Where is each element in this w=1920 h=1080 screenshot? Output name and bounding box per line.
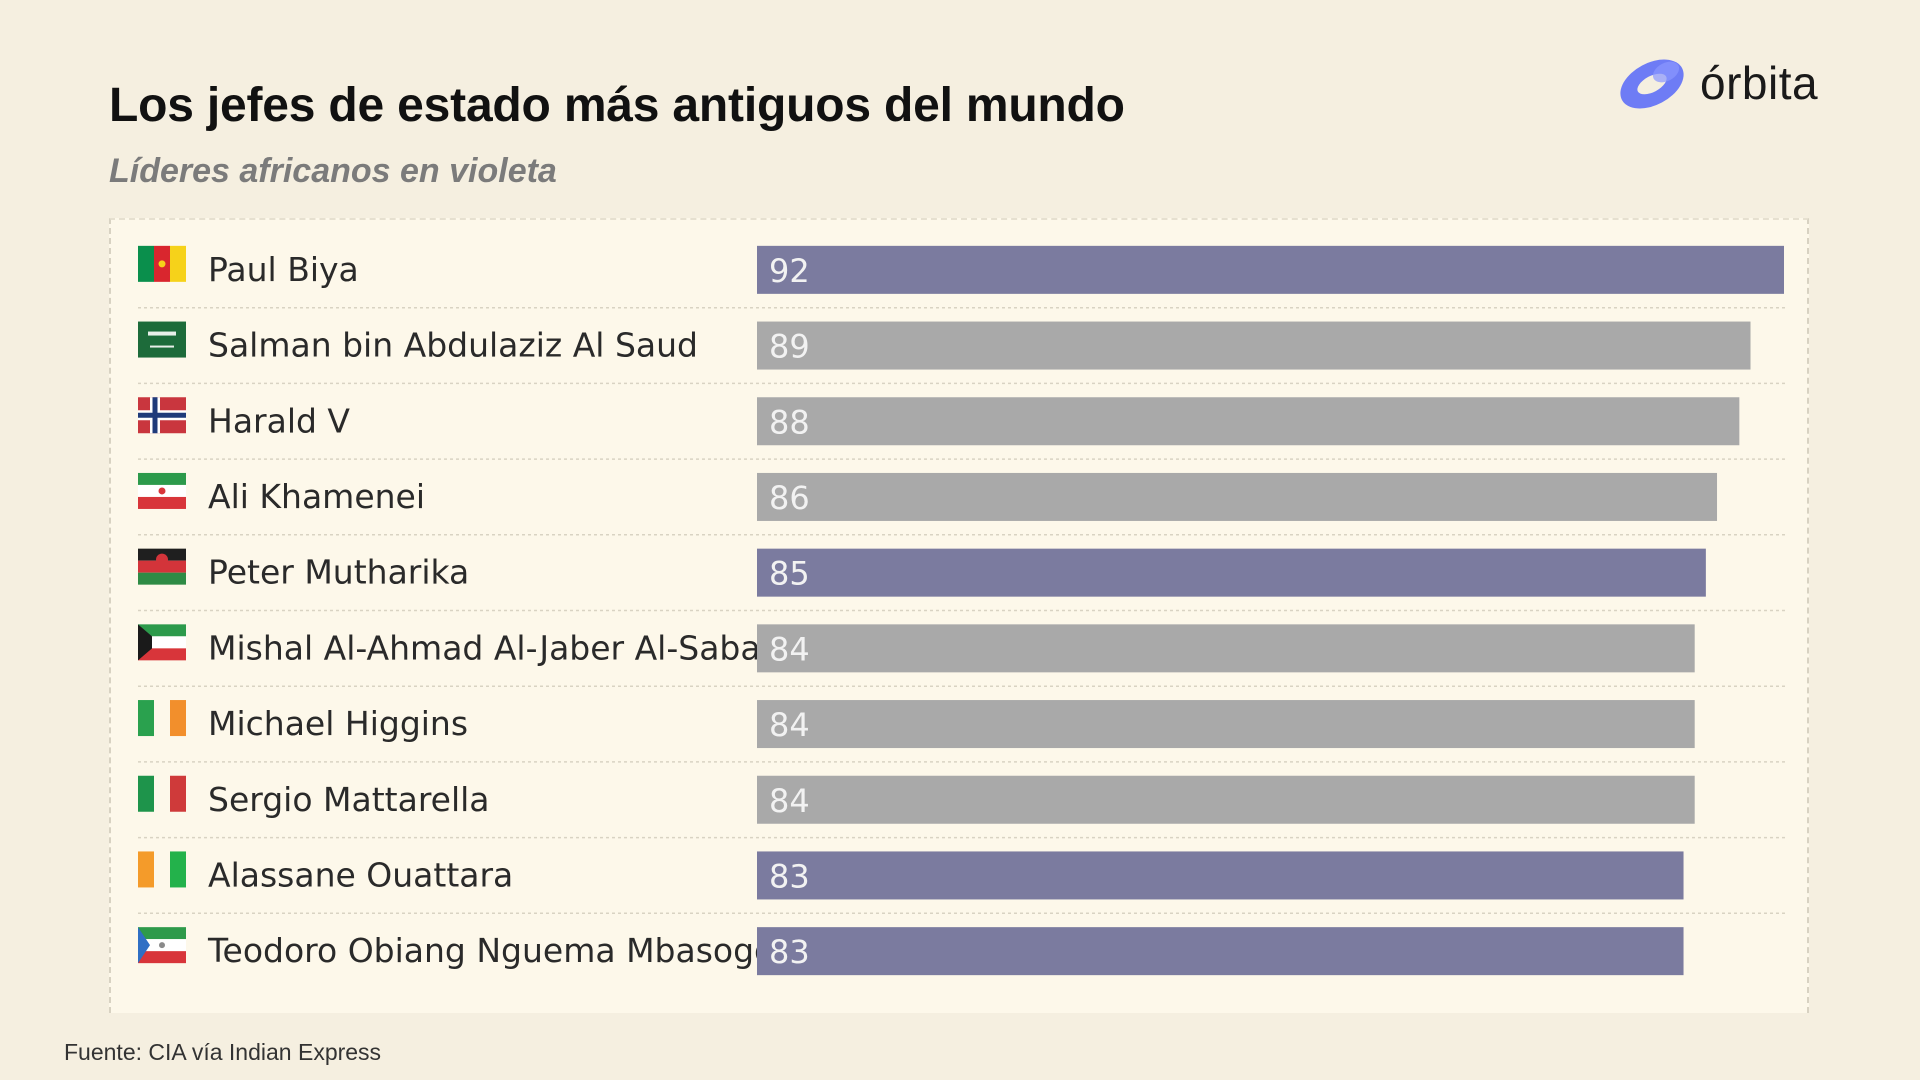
chart-row: Paul Biya 92 (138, 245, 1786, 309)
ireland-flag-icon (138, 700, 186, 737)
bar (757, 548, 1706, 597)
category-label: Paul Biya (208, 250, 359, 289)
cameroon-flag-icon (138, 245, 186, 282)
chart-panel: Paul Biya 92 Salman bin Abdulaziz Al Saud 8… (109, 218, 1809, 1013)
chart-row: Harald V 88 (138, 397, 1786, 460)
malawi-flag-icon (138, 548, 186, 585)
bar (757, 245, 1784, 294)
category-label: Mishal Al-Ahmad Al-Jaber Al-Sabah (208, 628, 782, 667)
category-label: Ali Khamenei (208, 477, 425, 516)
bar (757, 775, 1695, 824)
bar (757, 851, 1684, 900)
value-label: 84 (769, 706, 810, 744)
ivory-coast-flag-icon (138, 851, 186, 888)
brand-logo[interactable]: órbita (1614, 50, 1846, 118)
category-label: Michael Higgins (208, 704, 468, 743)
value-label: 86 (769, 479, 810, 517)
bar (757, 397, 1740, 446)
page-title: Los jefes de estado más antiguos del mun… (109, 79, 1125, 132)
orbit-logo-icon (1620, 59, 1684, 109)
value-label: 84 (769, 782, 810, 820)
category-label: Teodoro Obiang Nguema Mbasogo (207, 931, 774, 970)
value-label: 84 (769, 630, 810, 668)
chart-row: Salman bin Abdulaziz Al Saud 89 (138, 321, 1786, 385)
bar (757, 472, 1718, 521)
value-label: 83 (769, 857, 810, 895)
equatorial-guinea-flag-icon (138, 927, 186, 964)
value-label: 89 (769, 328, 810, 366)
chart-row: Ali Khamenei 86 (138, 472, 1786, 536)
source-note: Fuente: CIA vía Indian Express (64, 1039, 382, 1065)
saudi-arabia-flag-icon (138, 321, 186, 358)
chart-row: Alassane Ouattara 83 (138, 851, 1786, 915)
bar (757, 927, 1684, 976)
category-label: Sergio Mattarella (208, 780, 490, 819)
value-label: 88 (769, 403, 810, 441)
bar-chart: Paul Biya 92 Salman bin Abdulaziz Al Saud 8… (138, 245, 1786, 976)
chart-row: Peter Mutharika 85 (138, 548, 1786, 612)
kuwait-flag-icon (138, 624, 186, 661)
value-label: 83 (769, 933, 810, 971)
category-label: Harald V (208, 401, 350, 440)
chart-row: Sergio Mattarella 84 (138, 775, 1786, 839)
italy-flag-icon (138, 775, 186, 812)
brand-name: órbita (1700, 57, 1819, 109)
category-label: Peter Mutharika (208, 553, 469, 592)
page-subtitle: Líderes africanos en violeta (109, 152, 557, 190)
iran-flag-icon (138, 472, 186, 509)
bar (757, 321, 1751, 370)
norway-flag-icon (138, 397, 186, 434)
category-label: Alassane Ouattara (208, 855, 513, 894)
value-label: 85 (769, 555, 810, 593)
category-label: Salman bin Abdulaziz Al Saud (208, 326, 698, 365)
bar (757, 624, 1695, 673)
value-label: 92 (769, 252, 810, 290)
chart-row: Michael Higgins 84 (138, 700, 1786, 763)
bar (757, 700, 1695, 749)
